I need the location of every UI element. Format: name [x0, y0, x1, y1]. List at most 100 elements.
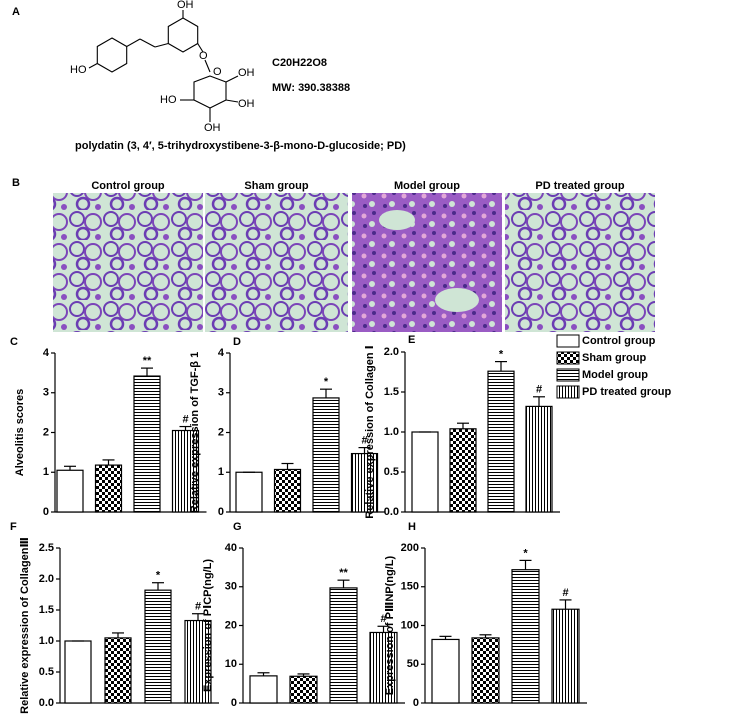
significance-label: #: [182, 413, 188, 425]
y-tick-label: 3: [218, 387, 224, 399]
bar: [273, 468, 302, 513]
bar: [94, 464, 123, 513]
bar: [249, 675, 278, 704]
y-axis-label: Relative expression of Collagen Ⅰ: [364, 345, 376, 518]
y-tick-label: 1.5: [39, 604, 54, 616]
panel-label: A: [12, 6, 20, 18]
y-axis-label: Relative expression of CollagenⅢ: [19, 537, 31, 714]
micrograph-label: Model group: [394, 180, 460, 192]
y-tick-label: 2.0: [39, 573, 54, 585]
y-tick-label: 200: [401, 542, 419, 554]
bar: [133, 375, 161, 513]
y-tick-label: 50: [407, 658, 419, 670]
significance-label: **: [339, 567, 348, 579]
y-tick-label: 2.0: [384, 346, 399, 358]
significance-label: #: [562, 587, 568, 599]
panel-label: H: [408, 521, 416, 533]
y-tick-label: 100: [401, 619, 419, 631]
bar: [487, 370, 515, 513]
micrograph: [53, 193, 203, 332]
y-tick-label: 20: [225, 619, 237, 631]
panel-label: B: [12, 177, 20, 189]
bar: [511, 569, 540, 704]
y-tick-label: 4: [43, 347, 50, 359]
significance-label: #: [536, 384, 542, 396]
y-tick-label: 150: [401, 581, 419, 593]
y-tick-label: 0.5: [39, 666, 54, 678]
y-tick-label: 4: [218, 347, 225, 359]
y-tick-label: 2.5: [39, 542, 54, 554]
significance-label: #: [361, 435, 367, 447]
y-tick-label: 40: [225, 542, 237, 554]
y-tick-label: 0: [43, 506, 49, 518]
bar: [56, 469, 84, 513]
legend-swatch: [556, 351, 580, 365]
y-tick-label: 30: [225, 581, 237, 593]
y-axis-label: Expression of PⅢNP(ng/L): [384, 555, 396, 695]
legend-swatch: [556, 334, 580, 348]
y-axis-label: Expression of PⅠCP(ng/L): [202, 559, 214, 692]
y-tick-label: 0: [413, 697, 419, 709]
bar: [184, 619, 212, 704]
y-tick-label: 1: [218, 466, 224, 478]
significance-label: #: [195, 601, 201, 613]
y-tick-label: 0: [218, 506, 224, 518]
y-tick-label: 0.0: [39, 697, 54, 709]
y-tick-label: 10: [225, 658, 237, 670]
significance-label: *: [523, 547, 528, 559]
legend-swatch: [556, 368, 580, 382]
atom-label: O: [199, 50, 208, 62]
atom-label: OH: [204, 122, 221, 134]
y-tick-label: 2: [43, 426, 49, 438]
structure-caption: polydatin (3, 4′, 5-trihydroxystibene-3-…: [75, 140, 406, 152]
micrograph-label: Sham group: [244, 180, 308, 192]
atom-label: OH: [238, 67, 255, 79]
bar: [104, 637, 132, 704]
formula: C20H22O8: [272, 57, 327, 69]
bar: [411, 431, 439, 513]
atom-label: OH: [238, 98, 255, 110]
significance-label: **: [143, 355, 152, 367]
bar: [329, 587, 358, 704]
bar: [312, 397, 340, 513]
bar: [289, 675, 318, 704]
y-tick-label: 1: [43, 466, 49, 478]
legend-label: Model group: [582, 369, 648, 381]
micrograph-label: PD treated group: [535, 180, 625, 192]
micrograph-label: Control group: [91, 180, 165, 192]
y-tick-label: 1.0: [39, 635, 54, 647]
y-tick-label: 1.0: [384, 426, 399, 438]
atom-label: OH: [177, 0, 194, 11]
legend-label: Control group: [582, 335, 656, 347]
micrograph-space: [435, 288, 479, 312]
significance-label: *: [499, 349, 504, 361]
y-tick-label: 0: [231, 697, 237, 709]
bar: [471, 637, 500, 704]
bar: [235, 471, 263, 513]
micrograph: [352, 193, 502, 332]
bar: [350, 452, 379, 513]
panel-label: G: [233, 521, 242, 533]
y-tick-label: 0.0: [384, 506, 399, 518]
y-tick-label: 2: [218, 426, 224, 438]
bar: [449, 428, 477, 513]
bar: [525, 405, 553, 513]
y-tick-label: 3: [43, 387, 49, 399]
panel-label: D: [233, 336, 241, 348]
atom-label: O: [213, 66, 222, 78]
panel-label: F: [10, 521, 17, 533]
bar: [431, 638, 460, 704]
chemical-structure: [88, 10, 239, 122]
y-axis-label: Relative expression of TGF-β 1: [189, 352, 201, 513]
significance-label: #: [380, 613, 386, 625]
significance-label: *: [156, 570, 161, 582]
panel-label: E: [408, 334, 415, 346]
atom-label: HO: [70, 64, 87, 76]
legend-label: Sham group: [582, 352, 646, 364]
micrograph: [505, 193, 655, 332]
legend-swatch: [556, 385, 580, 399]
y-axis-label: Alveolitis scores: [14, 389, 26, 476]
molecular-weight: MW: 390.38388: [272, 82, 350, 94]
bar: [64, 640, 92, 704]
micrograph-space: [379, 210, 415, 230]
